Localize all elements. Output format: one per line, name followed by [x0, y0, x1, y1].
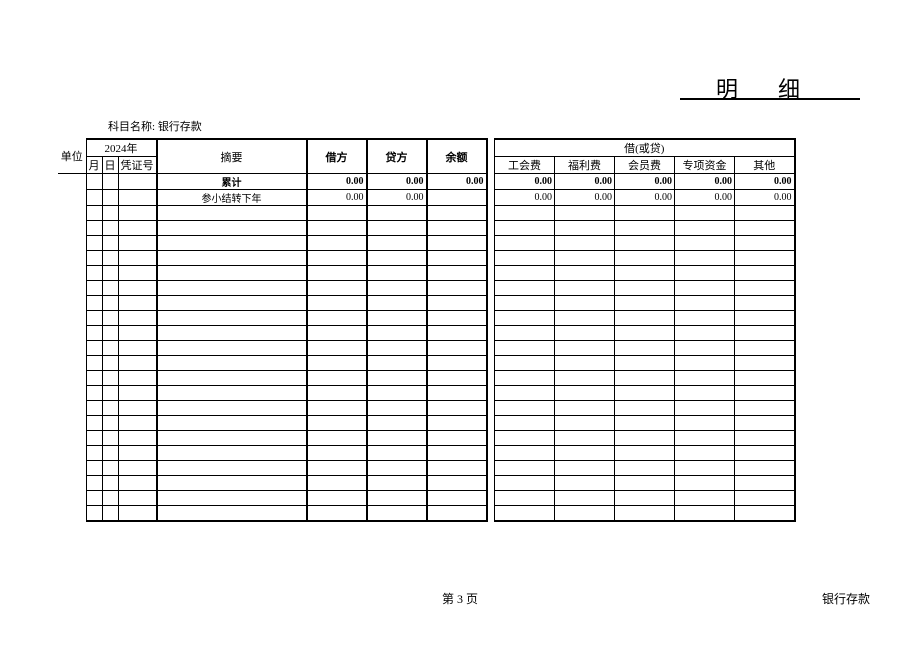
month-header: 月: [86, 157, 102, 174]
sub2-header: 福利费: [555, 157, 615, 174]
subject-line: 科目名称: 银行存款: [108, 118, 202, 134]
table-row-empty: [58, 221, 795, 236]
table-row-empty: [58, 281, 795, 296]
year-header: 2024年: [86, 139, 157, 157]
table-row-empty: [58, 371, 795, 386]
table-row-empty: [58, 206, 795, 221]
day-header: 日: [102, 157, 118, 174]
table-row: 参小结转下年0.000.000.000.000.000.000.00: [58, 190, 795, 206]
summary-header: 摘要: [157, 139, 307, 174]
page-number: 第 3 页: [0, 590, 920, 607]
title-underline: [680, 98, 860, 100]
credit-header: 贷方: [367, 139, 427, 174]
ledger-table: 单位 2024年 摘要 借方 贷方 余额 借(或贷) 月 日 凭证号 工会费 福…: [58, 138, 796, 522]
footer-account-name: 银行存款: [822, 590, 870, 607]
table-row-empty: [58, 431, 795, 446]
table-row-empty: [58, 401, 795, 416]
subject-name: 银行存款: [158, 121, 202, 133]
table-row-empty: [58, 251, 795, 266]
table-row-empty: [58, 236, 795, 251]
sub4-header: 专项资金: [675, 157, 735, 174]
table-row: 累计0.000.000.000.000.000.000.000.00: [58, 174, 795, 190]
table-row-empty: [58, 326, 795, 341]
table-row-empty: [58, 446, 795, 461]
unit-header: 单位: [58, 139, 86, 174]
table-row-empty: [58, 491, 795, 506]
table-row-empty: [58, 311, 795, 326]
table-row-empty: [58, 341, 795, 356]
sub5-header: 其他: [735, 157, 795, 174]
table-row-empty: [58, 461, 795, 476]
table-row-empty: [58, 386, 795, 401]
debit-header: 借方: [307, 139, 367, 174]
table-row-empty: [58, 296, 795, 311]
drcr-header: 借(或贷): [495, 139, 795, 157]
header-row-1: 单位 2024年 摘要 借方 贷方 余额 借(或贷): [58, 139, 795, 157]
table-row-empty: [58, 266, 795, 281]
sub1-header: 工会费: [495, 157, 555, 174]
table-row-empty: [58, 506, 795, 521]
subject-label: 科目名称:: [108, 121, 155, 133]
table-row-empty: [58, 476, 795, 491]
voucher-header: 凭证号: [118, 157, 157, 174]
table-row-empty: [58, 416, 795, 431]
balance-header: 余额: [427, 139, 487, 174]
gap-col: [487, 139, 495, 174]
table-row-empty: [58, 356, 795, 371]
sub3-header: 会员费: [615, 157, 675, 174]
